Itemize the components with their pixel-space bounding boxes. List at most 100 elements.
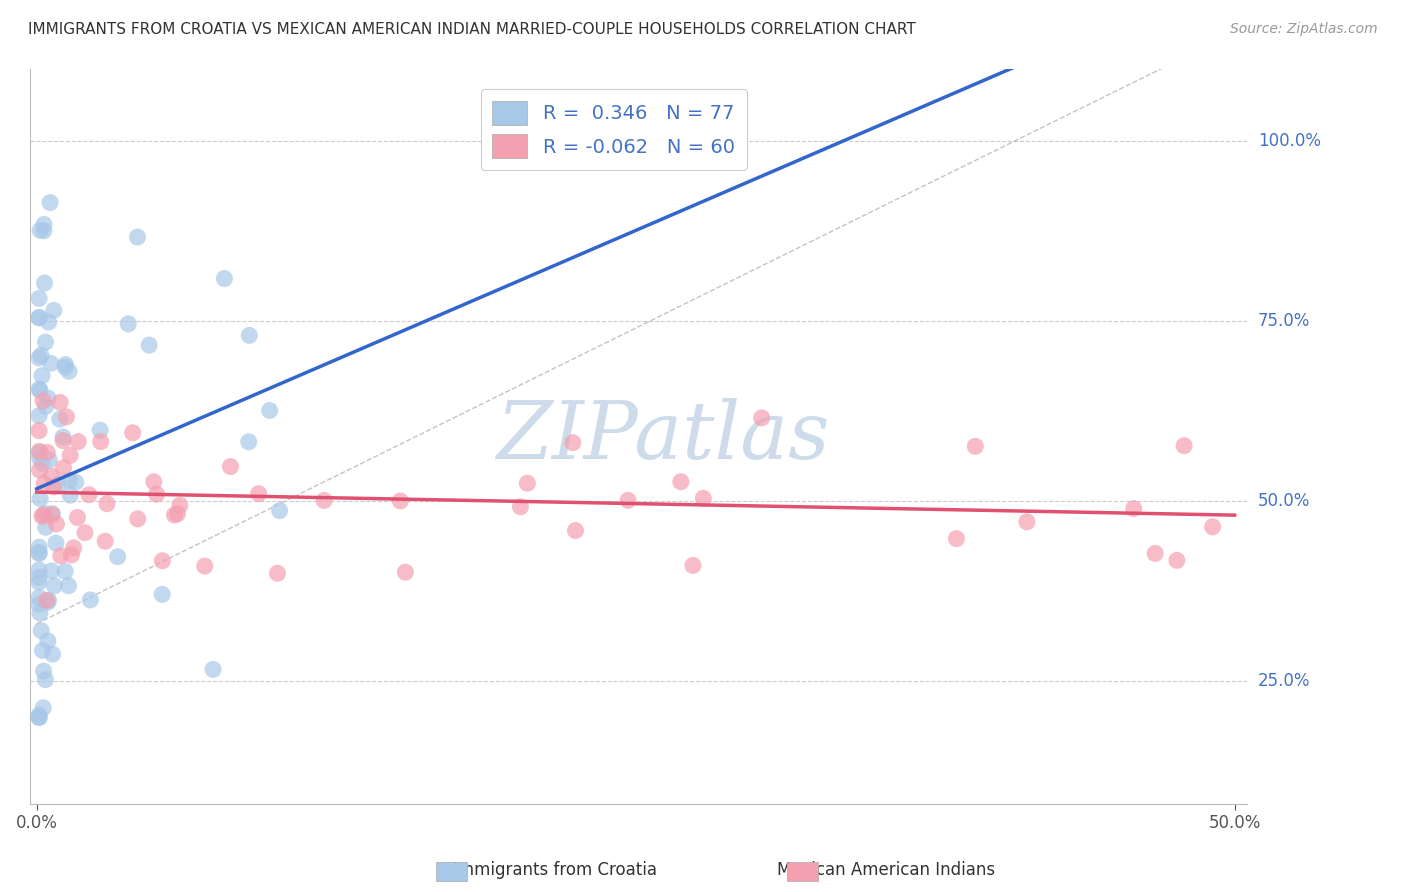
- Point: [269, 503, 291, 517]
- Point: [67, 434, 90, 449]
- Point: [259, 403, 281, 417]
- Point: [48, 412, 70, 426]
- Point: [38, 453, 60, 467]
- Point: [1173, 439, 1195, 453]
- Point: [65, 475, 87, 490]
- Point: [94, 534, 117, 549]
- Point: [55, 409, 77, 424]
- Point: [37, 593, 59, 607]
- Point: [669, 475, 692, 489]
- Point: [39, 356, 62, 370]
- Point: [692, 491, 714, 506]
- Point: [42, 303, 65, 318]
- Point: [28, 409, 51, 423]
- Point: [31, 368, 53, 383]
- Text: 100.0%: 100.0%: [1258, 132, 1320, 150]
- Point: [28, 540, 51, 554]
- Point: [52, 434, 75, 448]
- Point: [73, 525, 96, 540]
- Point: [45, 516, 67, 531]
- Point: [62, 541, 84, 555]
- Point: [1144, 546, 1167, 560]
- Text: 75.0%: 75.0%: [1258, 312, 1310, 330]
- Point: [138, 338, 160, 352]
- Point: [965, 439, 987, 453]
- Point: [150, 554, 173, 568]
- Point: [617, 493, 640, 508]
- Point: [238, 434, 260, 449]
- Point: [60, 548, 83, 562]
- Point: [163, 508, 186, 522]
- Point: [28, 575, 51, 590]
- Point: [1122, 501, 1144, 516]
- Point: [648, 152, 671, 166]
- Point: [49, 395, 72, 409]
- Point: [41, 508, 63, 522]
- Point: [96, 497, 118, 511]
- Text: Source: ZipAtlas.com: Source: ZipAtlas.com: [1230, 22, 1378, 37]
- Point: [58, 364, 80, 378]
- Point: [682, 558, 704, 573]
- Point: [169, 498, 191, 512]
- Point: [266, 566, 288, 581]
- Point: [30, 223, 52, 237]
- Point: [55, 358, 77, 372]
- Point: [32, 476, 55, 491]
- Point: [34, 507, 56, 521]
- Point: [389, 494, 412, 508]
- Point: [564, 524, 586, 538]
- Point: [1201, 520, 1223, 534]
- Point: [37, 634, 59, 648]
- Text: ZIPatlas: ZIPatlas: [496, 398, 830, 475]
- Text: Immigrants from Croatia: Immigrants from Croatia: [453, 861, 658, 879]
- Point: [89, 423, 111, 437]
- Point: [28, 708, 51, 723]
- Point: [751, 411, 773, 425]
- Point: [117, 317, 139, 331]
- Point: [41, 507, 63, 521]
- Point: [59, 488, 82, 502]
- Point: [32, 393, 55, 408]
- Point: [28, 598, 51, 612]
- Point: [127, 512, 149, 526]
- Point: [52, 460, 75, 475]
- Point: [44, 579, 66, 593]
- Point: [202, 662, 225, 676]
- Point: [28, 606, 51, 620]
- Point: [127, 230, 149, 244]
- Point: [238, 328, 260, 343]
- Point: [28, 445, 51, 459]
- Point: [28, 310, 51, 325]
- Point: [41, 647, 63, 661]
- Point: [45, 536, 67, 550]
- Point: [219, 459, 242, 474]
- Point: [38, 315, 60, 329]
- Point: [34, 673, 56, 687]
- Point: [28, 310, 51, 325]
- Legend: R =  0.346   N = 77, R = -0.062   N = 60: R = 0.346 N = 77, R = -0.062 N = 60: [481, 89, 747, 169]
- Text: IMMIGRANTS FROM CROATIA VS MEXICAN AMERICAN INDIAN MARRIED-COUPLE HOUSEHOLDS COR: IMMIGRANTS FROM CROATIA VS MEXICAN AMERI…: [28, 22, 915, 37]
- Point: [1166, 553, 1188, 567]
- Point: [28, 351, 51, 365]
- Point: [121, 425, 143, 440]
- Point: [28, 563, 51, 577]
- Point: [32, 224, 55, 238]
- Point: [49, 549, 72, 563]
- Point: [28, 545, 51, 559]
- Point: [28, 444, 51, 458]
- Text: 50.0%: 50.0%: [1258, 492, 1310, 510]
- Point: [58, 474, 80, 488]
- Point: [41, 469, 63, 483]
- Point: [214, 271, 236, 285]
- Point: [59, 449, 82, 463]
- Point: [509, 500, 531, 514]
- Point: [28, 710, 51, 724]
- Point: [28, 384, 51, 398]
- Point: [34, 335, 56, 350]
- Point: [145, 487, 167, 501]
- Point: [561, 435, 583, 450]
- Point: [945, 532, 967, 546]
- Point: [77, 488, 100, 502]
- Point: [37, 391, 59, 405]
- Point: [31, 643, 53, 657]
